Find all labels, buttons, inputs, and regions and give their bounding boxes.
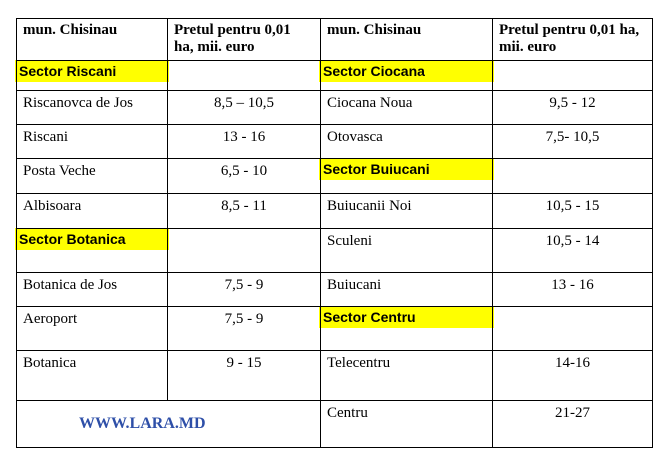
sector-label: Sector Botanica [15, 228, 169, 250]
price: 7,5 - 9 [167, 306, 321, 351]
table-row: Posta Veche 6,5 - 10 Sector Buiucani [16, 158, 653, 194]
table-row: Botanica de Jos 7,5 - 9 Buiucani 13 - 16 [16, 272, 653, 307]
price: 8,5 - 11 [167, 193, 321, 229]
price: 9 - 15 [167, 350, 321, 401]
district-name: Centru [320, 400, 493, 448]
price: 13 - 16 [167, 124, 321, 159]
district-name: Ciocana Noua [320, 90, 493, 125]
district-name: Albisoara [16, 193, 168, 229]
sector-label: Sector Buiucani [319, 158, 494, 180]
empty-cell [492, 158, 653, 194]
district-name: Aeroport [16, 306, 168, 351]
district-name: Riscanovca de Jos [16, 90, 168, 125]
table-row: Sector Botanica Sculeni 10,5 - 14 [15, 228, 653, 273]
table-row: Riscani 13 - 16 Otovasca 7,5- 10,5 [16, 124, 653, 159]
price: 21-27 [492, 400, 653, 448]
district-name: Posta Veche [16, 158, 168, 194]
site-link: WWW.LARA.MD [79, 415, 206, 432]
empty-cell [492, 60, 653, 91]
sector-cell: Sector Centru [319, 306, 494, 351]
link-cell: WWW.LARA.MD [16, 400, 321, 448]
table-row: WWW.LARA.MD Centru 21-27 [16, 400, 653, 448]
district-name: Telecentru [320, 350, 493, 401]
table-row: Riscanovca de Jos 8,5 – 10,5 Ciocana Noua 9… [16, 90, 653, 125]
district-name: Sculeni [320, 228, 493, 273]
empty-cell [492, 306, 653, 351]
sector-cell: Sector Botanica [15, 228, 169, 273]
district-name: Botanica [16, 350, 168, 401]
price: 14-16 [492, 350, 653, 401]
price: 6,5 - 10 [167, 158, 321, 194]
price: 8,5 – 10,5 [167, 90, 321, 125]
price: 7,5 - 9 [167, 272, 321, 307]
price: 7,5- 10,5 [492, 124, 653, 159]
table-row: Albisoara 8,5 - 11 Buiucanii Noi 10,5 - 15 [16, 193, 653, 229]
district-name: Buiucanii Noi [320, 193, 493, 229]
sector-cell: Sector Riscani [15, 60, 169, 91]
price: 10,5 - 14 [492, 228, 653, 273]
price-table: mun. Chisinau Pretul pentru 0,01 ha, mii.… [15, 18, 653, 448]
sector-cell: Sector Buiucani [319, 158, 494, 194]
empty-cell [167, 60, 321, 91]
price: 9,5 - 12 [492, 90, 653, 125]
sector-label: Sector Ciocana [319, 60, 494, 82]
header-cell: Pretul pentru 0,01 ha, mii. euro [492, 18, 653, 61]
header-cell: mun. Chisinau [320, 18, 493, 61]
district-name: Buiucani [320, 272, 493, 307]
district-name: Otovasca [320, 124, 493, 159]
table-row: Aeroport 7,5 - 9 Sector Centru [16, 306, 653, 351]
sector-cell: Sector Ciocana [319, 60, 494, 91]
district-name: Riscani [16, 124, 168, 159]
sector-label: Sector Centru [319, 306, 494, 328]
price: 10,5 - 15 [492, 193, 653, 229]
table-row: Botanica 9 - 15 Telecentru 14-16 [16, 350, 653, 401]
header-cell: mun. Chisinau [16, 18, 168, 61]
empty-cell [167, 228, 321, 273]
district-name: Botanica de Jos [16, 272, 168, 307]
header-row: mun. Chisinau Pretul pentru 0,01 ha, mii.… [16, 18, 653, 61]
table-row: Sector Riscani Sector Ciocana [15, 60, 653, 91]
price: 13 - 16 [492, 272, 653, 307]
sector-label: Sector Riscani [15, 60, 169, 82]
header-cell: Pretul pentru 0,01 ha, mii. euro [167, 18, 321, 61]
